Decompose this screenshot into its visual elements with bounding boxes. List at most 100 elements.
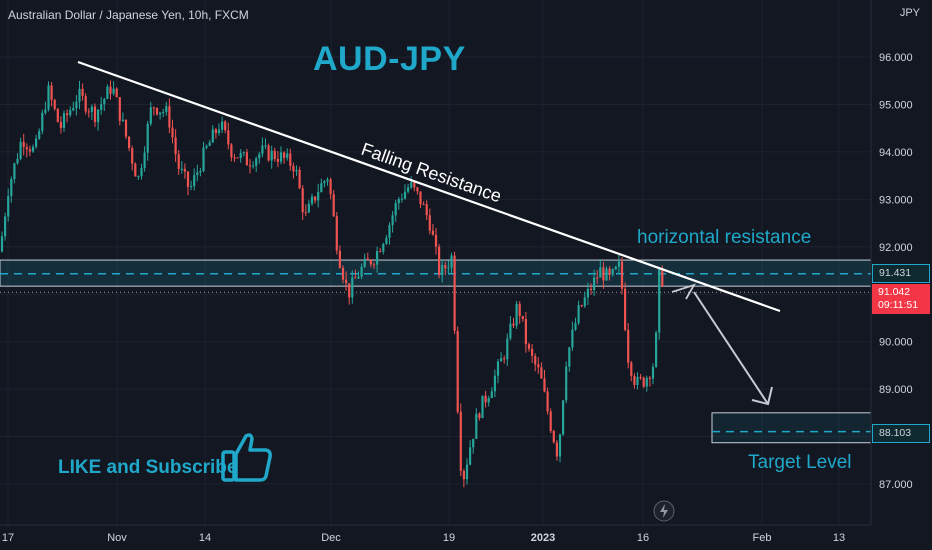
candle xyxy=(199,167,202,177)
candle-body xyxy=(354,277,357,279)
candle xyxy=(137,175,140,180)
candle xyxy=(500,352,503,362)
candle xyxy=(131,145,134,171)
candle-body xyxy=(193,175,196,187)
candle-body xyxy=(211,129,214,143)
symbol-header[interactable]: Australian Dollar / Japanese Yen, 10h, F… xyxy=(8,8,249,22)
candle-body xyxy=(596,277,599,279)
candle-body xyxy=(93,106,97,123)
candle xyxy=(50,81,53,107)
candle xyxy=(332,189,335,218)
lightning-icon[interactable] xyxy=(653,500,675,522)
candle-body xyxy=(366,258,369,261)
candle xyxy=(190,180,193,191)
candle-body xyxy=(614,266,617,270)
candle xyxy=(115,87,118,98)
candle xyxy=(521,315,524,322)
candle-body xyxy=(521,315,524,320)
candle-body xyxy=(478,413,481,419)
candle xyxy=(112,81,115,96)
candle-body xyxy=(425,204,428,216)
candle xyxy=(546,387,549,415)
candle xyxy=(465,458,469,485)
candle-body xyxy=(639,376,642,378)
candle-body xyxy=(295,169,298,172)
candle xyxy=(537,357,540,374)
candle xyxy=(633,373,636,389)
candle-body xyxy=(624,288,627,330)
candle-body xyxy=(605,268,608,281)
candle-body xyxy=(310,196,314,204)
candle xyxy=(19,137,22,161)
candle xyxy=(540,362,543,379)
candle xyxy=(230,143,233,162)
candle xyxy=(134,162,137,177)
candle xyxy=(416,186,419,195)
candle-body xyxy=(345,279,348,284)
candle xyxy=(87,108,90,118)
x-tick-label: 14 xyxy=(199,532,211,544)
candle-body xyxy=(627,329,630,363)
candle xyxy=(155,107,159,116)
x-tick-label: 13 xyxy=(833,532,845,544)
candle xyxy=(568,346,571,372)
candle-body xyxy=(221,121,224,130)
candle-body xyxy=(106,86,109,99)
candle xyxy=(543,369,546,393)
candle-body xyxy=(481,395,484,419)
candle-body xyxy=(317,192,320,201)
x-tick-label: 19 xyxy=(443,532,455,544)
candle-body xyxy=(289,153,292,166)
candle-body xyxy=(571,329,574,348)
candle-body xyxy=(128,136,131,149)
candle-body xyxy=(602,267,605,281)
candle-body xyxy=(208,142,211,146)
candle-body xyxy=(258,153,261,159)
candle-body xyxy=(112,88,115,94)
candle-body xyxy=(242,152,245,154)
candle xyxy=(493,369,496,398)
candle-body xyxy=(239,153,242,159)
candle xyxy=(599,259,602,278)
x-tick-label: Feb xyxy=(753,532,772,544)
candle xyxy=(242,151,245,157)
candle xyxy=(655,330,658,369)
candle-body xyxy=(66,113,69,116)
candle xyxy=(580,304,583,308)
falling-resistance-line[interactable] xyxy=(77,60,781,313)
time-axis[interactable]: 17 Nov 14 Dec 19 2023 16 Feb 13 xyxy=(2,532,845,544)
candle-body xyxy=(72,107,75,111)
candle xyxy=(456,326,459,414)
candle-body xyxy=(100,104,103,110)
currency-label: JPY xyxy=(899,7,920,19)
candle xyxy=(35,134,38,149)
candle xyxy=(267,143,270,162)
candle xyxy=(320,178,323,193)
candle xyxy=(307,199,310,214)
candle-body xyxy=(636,376,639,385)
candle xyxy=(196,164,199,182)
candle-body xyxy=(183,168,186,172)
candle-body xyxy=(69,110,72,116)
candle-body xyxy=(543,378,546,392)
candle-body xyxy=(549,411,552,432)
candle xyxy=(614,265,617,271)
candle xyxy=(78,80,81,110)
candle xyxy=(400,193,403,203)
candle-body xyxy=(143,152,146,168)
candle xyxy=(586,282,589,305)
candle xyxy=(403,184,407,200)
candle-body xyxy=(4,216,7,237)
candle-body xyxy=(562,400,565,435)
candle-body xyxy=(171,127,174,138)
x-tick-label: 2023 xyxy=(531,532,555,544)
y-tick-label: 95.000 xyxy=(879,99,913,111)
candle-body xyxy=(397,198,400,204)
candle xyxy=(118,96,121,126)
candle xyxy=(453,251,456,335)
candle xyxy=(645,375,648,392)
candle-body xyxy=(62,113,66,128)
projection-arrow-line[interactable] xyxy=(693,291,769,405)
candle xyxy=(252,161,255,169)
